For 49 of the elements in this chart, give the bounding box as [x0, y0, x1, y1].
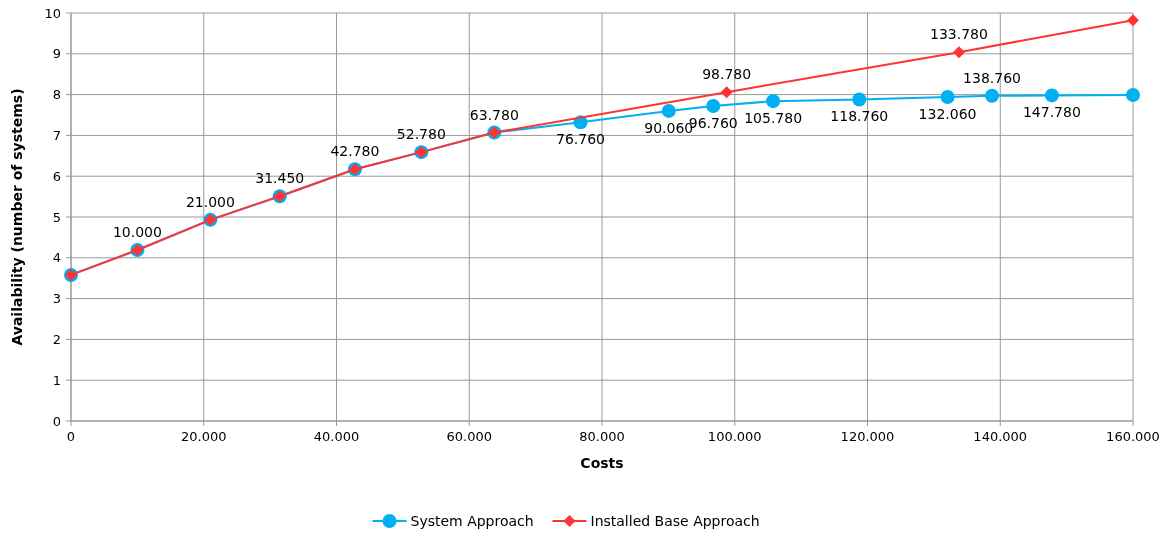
y-tick-label: 7 [52, 127, 61, 143]
point [940, 90, 955, 105]
x-tick-label: 120.000 [840, 429, 895, 444]
annotation: 133.780 [930, 26, 988, 43]
y-tick-label: 4 [52, 250, 61, 266]
annotation: 147.780 [1022, 104, 1081, 121]
point [952, 46, 965, 59]
point [1044, 88, 1059, 103]
legend-label: System Approach [410, 513, 534, 529]
point [852, 92, 867, 107]
y-tick-label: 8 [52, 87, 61, 103]
y-tick-label: 5 [52, 209, 61, 225]
x-tick-label: 60.000 [446, 429, 492, 444]
x-tick-label: 40.000 [313, 429, 360, 444]
annotation: 52.780 [396, 126, 446, 143]
annotation: 42.780 [330, 143, 380, 160]
annotation: 105.780 [744, 110, 803, 127]
y-tick-label: 6 [52, 168, 61, 184]
y-tick-label: 2 [52, 331, 61, 347]
y-tick-label: 9 [52, 46, 61, 62]
annotation: 132.060 [918, 106, 977, 123]
y-tick-label: 1 [52, 372, 61, 388]
x-tick-label: 0 [66, 429, 76, 444]
point [720, 86, 733, 99]
annotation: 98.780 [702, 66, 752, 83]
x-tick-label: 80.000 [579, 429, 625, 444]
x-axis-title: Costs [580, 455, 624, 471]
annotation: 76.760 [555, 131, 605, 148]
x-tick-label: 20.000 [181, 429, 227, 444]
point [766, 94, 781, 109]
annotation: 118.760 [830, 108, 889, 125]
y-tick-label: 0 [52, 413, 61, 429]
point [1127, 14, 1139, 27]
y-tick-label: 3 [52, 291, 61, 307]
point [985, 88, 1000, 103]
y-tick-label: 10 [44, 5, 61, 21]
y-axis-title: Availability (number of systems) [9, 88, 25, 346]
point [1126, 88, 1140, 103]
annotation: 21.000 [185, 193, 235, 210]
annotation: 138.760 [963, 69, 1021, 86]
annotation: 10.000 [112, 224, 162, 241]
legend-label: Installed Base Approach [590, 513, 760, 529]
x-tick-label: 160.000 [1106, 429, 1160, 444]
x-tick-label: 140.000 [973, 429, 1028, 444]
point [706, 99, 721, 114]
annotation: 63.780 [469, 106, 519, 123]
point [661, 103, 676, 118]
annotation: 31.450 [255, 170, 305, 187]
x-tick-label: 100.000 [707, 429, 762, 444]
